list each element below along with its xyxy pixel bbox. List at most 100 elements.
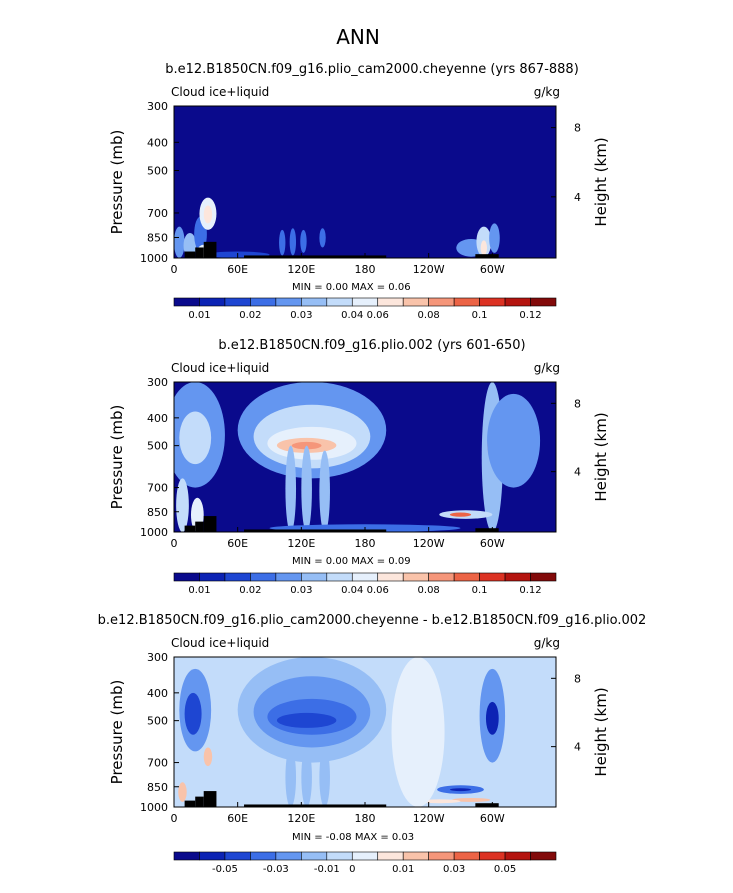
terrain-block-3 <box>203 241 217 258</box>
chart-title: b.e12.B1850CN.f09_g16.plio.002 (yrs 601-… <box>218 338 525 353</box>
y-tick-label: 1000 <box>140 801 168 814</box>
y-tick-label: 500 <box>147 715 168 728</box>
colorbar-swatch-13 <box>479 297 506 307</box>
x-tick-label: 60W <box>480 537 505 550</box>
colorbar-label: 0.1 <box>472 585 488 596</box>
x-tick-label: 60E <box>227 812 248 825</box>
y-tick-label: 700 <box>147 482 168 495</box>
contour-fill <box>174 382 541 532</box>
colorbar-label: 0.04 <box>341 585 363 596</box>
terrain-block-4 <box>244 529 387 532</box>
colorbar-swatch-2 <box>199 572 226 582</box>
y-right-axis-title: Height (km) <box>592 412 610 501</box>
colorbar-label: 0.06 <box>367 585 389 596</box>
contour-region-6 <box>184 692 202 735</box>
contour-region-2 <box>179 411 212 465</box>
min-max-label: MIN = 0.00 MAX = 0.06 <box>292 282 411 293</box>
colorbar-label: 0.01 <box>392 864 414 875</box>
contour-region-9 <box>301 445 312 532</box>
terrain-block-2 <box>195 247 204 258</box>
x-tick-label: 0 <box>171 812 178 825</box>
colorbar-swatch-3 <box>224 297 251 307</box>
colorbar-swatch-6 <box>301 572 328 582</box>
y-tick-label: 850 <box>147 781 168 794</box>
colorbar-swatch-1 <box>173 297 200 307</box>
colorbar-swatch-4 <box>250 572 277 582</box>
colorbar-swatch-12 <box>453 572 480 582</box>
terrain-block-1 <box>184 800 196 807</box>
colorbar-swatch-11 <box>428 297 455 307</box>
contour-region-11 <box>176 478 189 532</box>
x-tick-label: 120W <box>413 537 445 550</box>
colorbar-label: 0.03 <box>443 864 465 875</box>
terrain-block-1 <box>184 251 196 258</box>
colorbar-label: -0.01 <box>314 864 340 875</box>
chart-panel-2: b.e12.B1850CN.f09_g16.plio.002 (yrs 601-… <box>108 338 610 596</box>
colorbar-swatch-13 <box>479 851 506 861</box>
y-axis-title: Pressure (mb) <box>108 130 126 235</box>
contour-region-18 <box>391 657 445 807</box>
y-right-tick-label: 8 <box>574 397 581 410</box>
colorbar-swatch-15 <box>530 572 557 582</box>
colorbar-label: 0.02 <box>239 310 261 321</box>
colorbar-swatch-4 <box>250 851 277 861</box>
contour-region-1 <box>174 226 185 258</box>
contour-region-14 <box>489 223 500 253</box>
x-tick-label: 120E <box>287 537 315 550</box>
y-tick-label: 850 <box>147 231 168 244</box>
contour-region-10 <box>319 228 326 248</box>
colorbar-swatch-14 <box>504 572 531 582</box>
units-label: g/kg <box>534 361 560 375</box>
colorbar-swatch-5 <box>275 851 302 861</box>
min-max-label: MIN = -0.08 MAX = 0.03 <box>292 832 414 843</box>
y-right-tick-label: 4 <box>574 466 581 479</box>
colorbar-swatch-11 <box>428 572 455 582</box>
colorbar-label: 0.05 <box>494 864 516 875</box>
colorbar-swatch-9 <box>377 297 404 307</box>
contour-fill <box>174 197 500 258</box>
colorbar-swatch-3 <box>224 572 251 582</box>
colorbar-label: 0.1 <box>472 310 488 321</box>
x-tick-label: 60W <box>480 812 505 825</box>
colorbar-swatch-15 <box>530 297 557 307</box>
y-tick-label: 300 <box>147 376 168 389</box>
colorbar-swatch-14 <box>504 851 531 861</box>
y-tick-label: 500 <box>147 440 168 453</box>
contour-region-10 <box>301 747 312 807</box>
colorbar-swatch-3 <box>224 851 251 861</box>
colorbar-swatch-1 <box>173 572 200 582</box>
contour-region-15 <box>178 782 187 802</box>
colorbar-swatch-13 <box>479 572 506 582</box>
terrain-block-4 <box>244 804 387 807</box>
colorbar-swatch-9 <box>377 572 404 582</box>
colorbar-label: 0.12 <box>519 585 541 596</box>
colorbar-swatch-10 <box>402 572 429 582</box>
chart-title: b.e12.B1850CN.f09_g16.plio_cam2000.cheye… <box>165 62 579 77</box>
y-tick-label: 850 <box>147 506 168 519</box>
y-right-axis-title: Height (km) <box>592 137 610 226</box>
contour-region-5 <box>203 205 213 224</box>
y-tick-label: 300 <box>147 651 168 664</box>
colorbar-swatch-10 <box>402 851 429 861</box>
y-tick-label: 400 <box>147 412 168 425</box>
colorbar-swatch-10 <box>402 297 429 307</box>
colorbar-swatch-8 <box>351 297 379 307</box>
colorbar-swatch-7 <box>326 572 353 582</box>
y-right-tick-label: 8 <box>574 672 581 685</box>
terrain-block-5 <box>475 803 499 807</box>
y-tick-label: 1000 <box>140 252 168 265</box>
x-tick-label: 60E <box>227 263 248 276</box>
x-tick-label: 120W <box>413 263 445 276</box>
y-tick-label: 400 <box>147 136 168 149</box>
colorbar-swatch-6 <box>301 851 328 861</box>
contour-region-11 <box>319 747 330 807</box>
terrain-block-5 <box>475 254 499 258</box>
colorbar-swatch-8 <box>351 851 379 861</box>
contour-region-14 <box>203 747 213 767</box>
y-tick-label: 1000 <box>140 526 168 539</box>
contour-region-9 <box>300 229 307 253</box>
colorbar-swatch-11 <box>428 851 455 861</box>
y-tick-label: 500 <box>147 164 168 177</box>
